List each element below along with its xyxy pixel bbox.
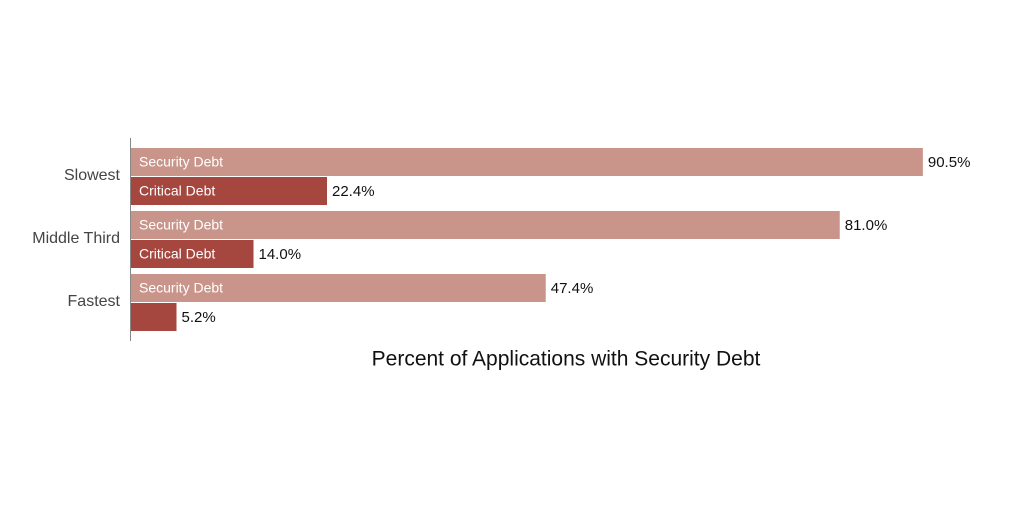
y-tick-label: Slowest [64,167,121,184]
value-label: 47.4% [551,280,594,297]
bar [131,303,177,331]
x-axis-title: Percent of Applications with Security De… [372,348,761,371]
y-tick-label: Middle Third [32,230,120,247]
bar [131,274,546,302]
value-label: 81.0% [845,217,888,234]
bar [131,240,254,268]
value-label: 90.5% [928,154,971,171]
bar [131,148,923,176]
value-label: 14.0% [259,246,302,263]
y-tick-label: Fastest [68,293,121,310]
bar-series-label: Critical Debt [139,183,215,199]
bar-series-label: Security Debt [139,280,223,296]
bar-series-label: Security Debt [139,154,223,170]
value-label: 22.4% [332,183,375,200]
bar [131,211,840,239]
bar [131,177,327,205]
value-label: 5.2% [182,309,216,326]
bar-series-label: Security Debt [139,217,223,233]
bar-series-label: Critical Debt [139,246,215,262]
